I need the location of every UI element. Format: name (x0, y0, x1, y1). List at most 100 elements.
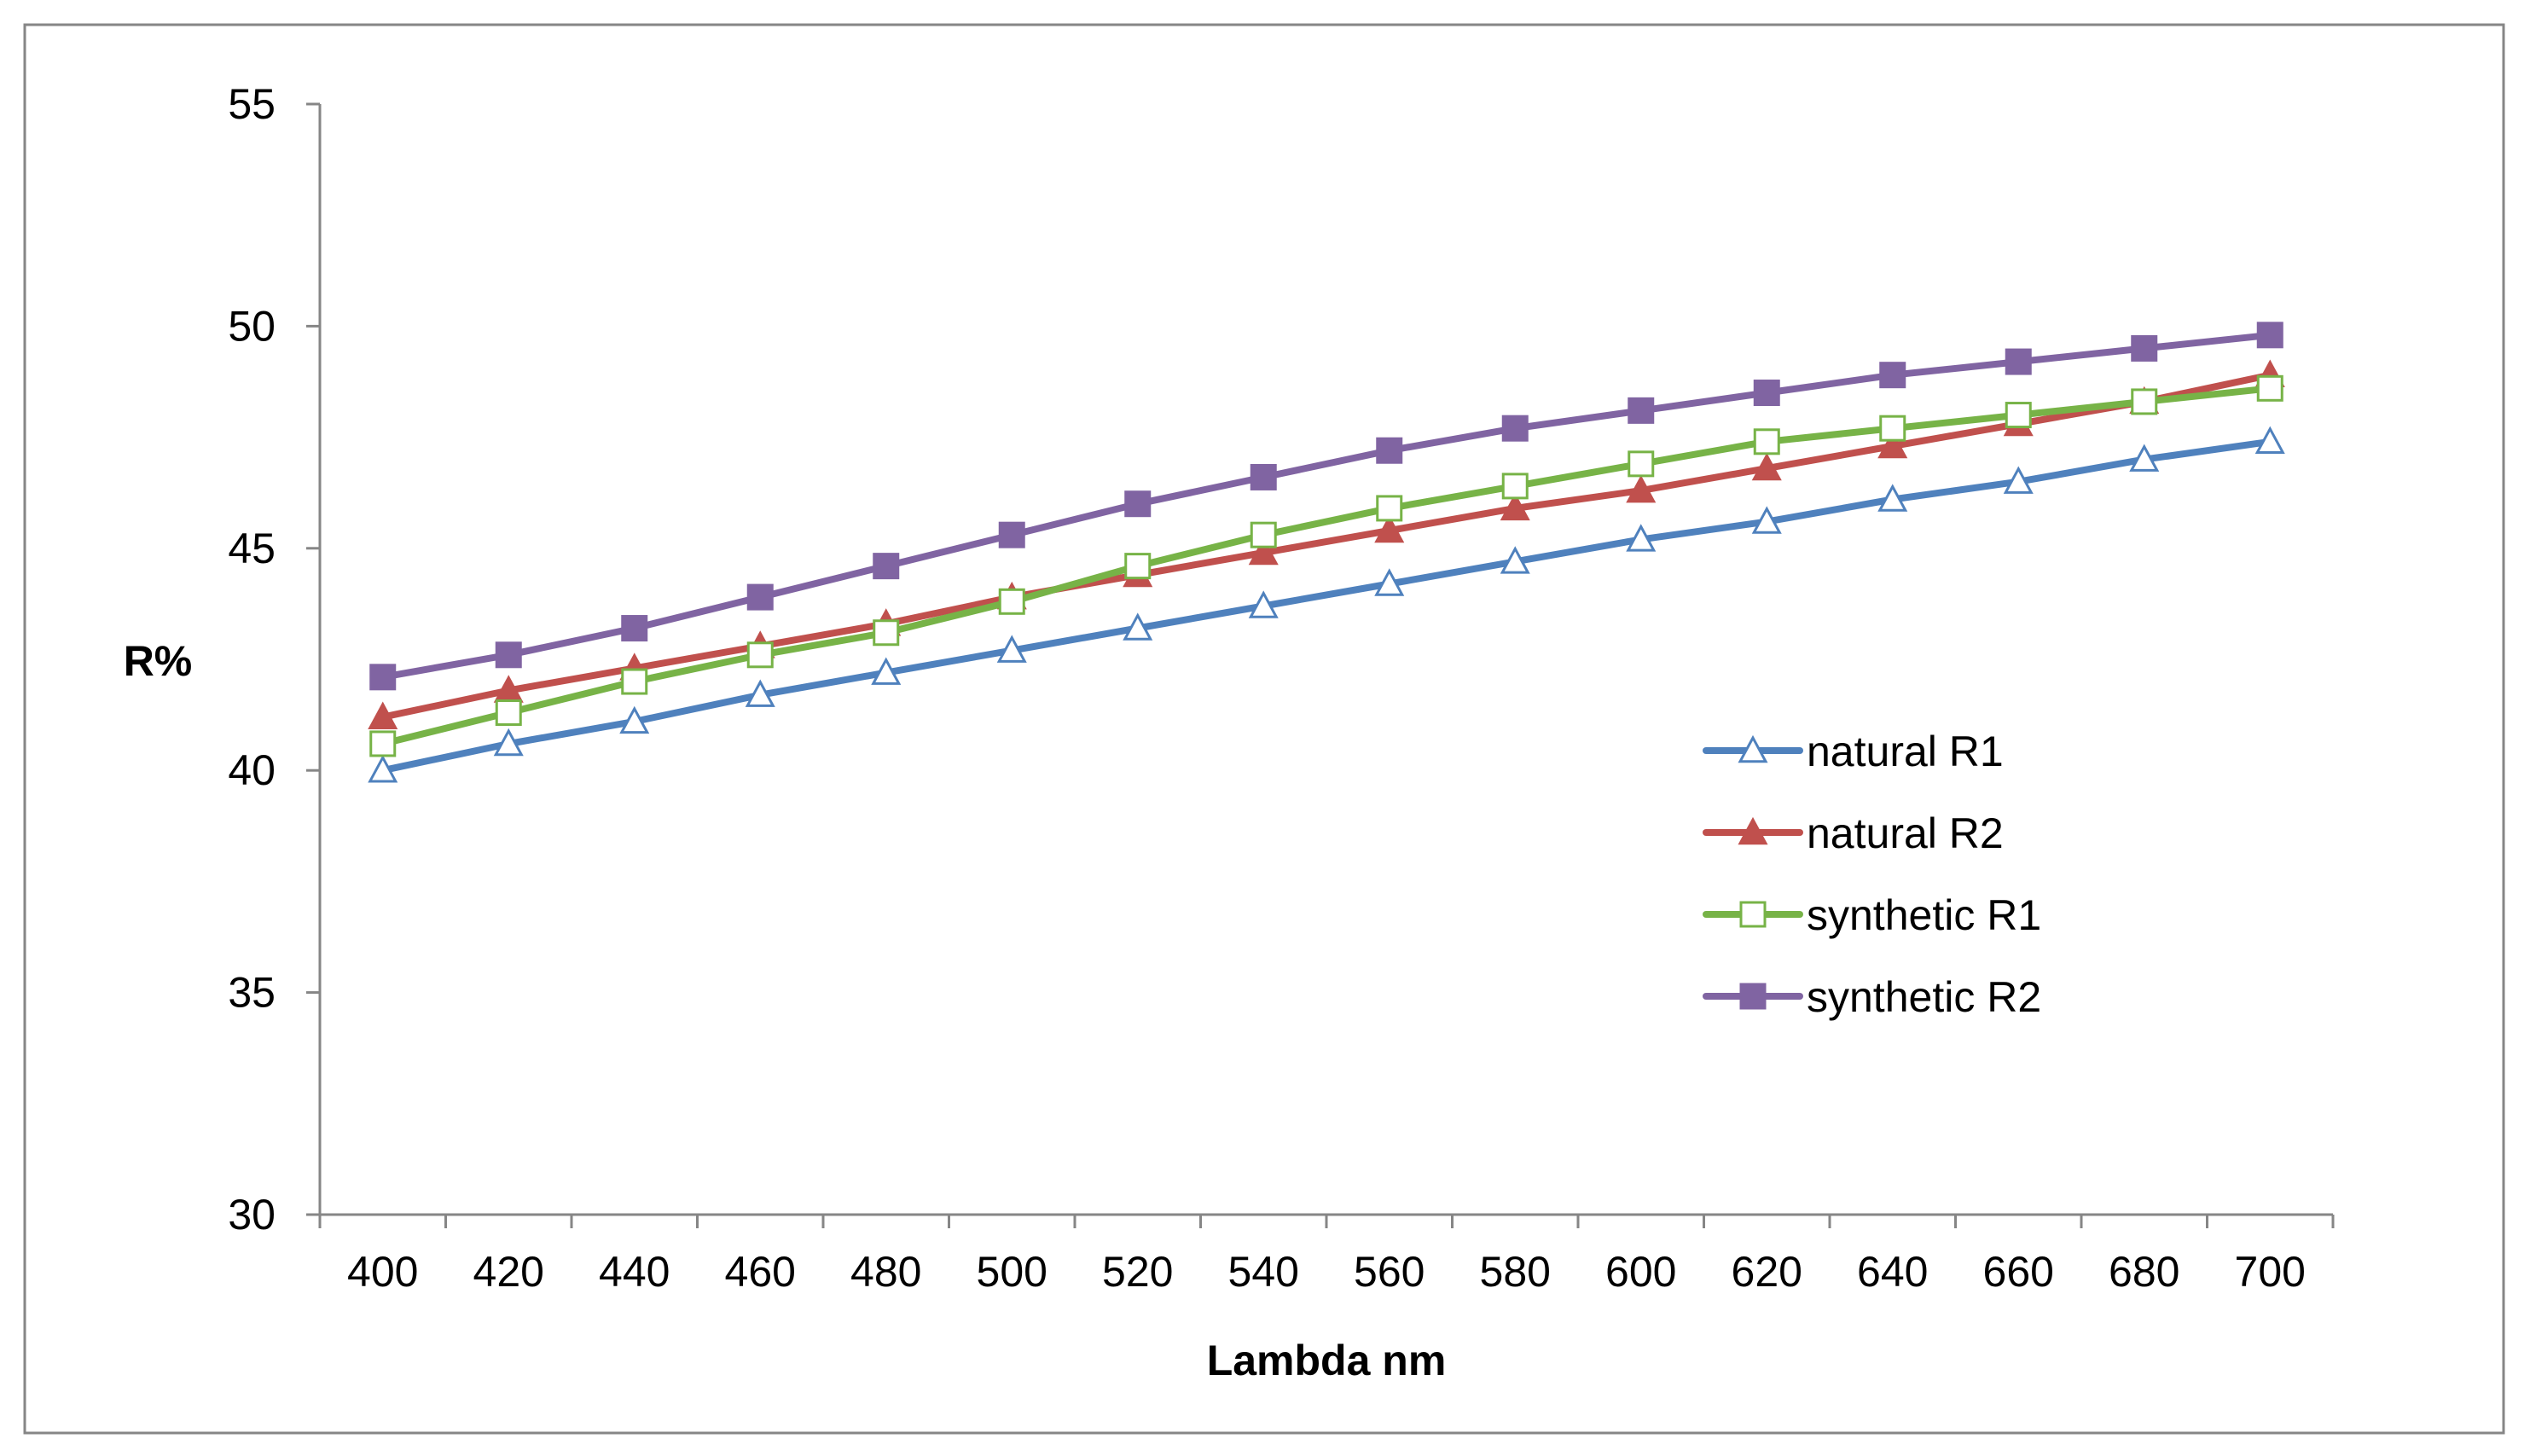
data-point-synthetic-r1 (369, 730, 397, 757)
data-point-natural-r1 (368, 755, 398, 783)
data-point-synthetic-r1 (873, 619, 900, 647)
x-tick-label: 660 (1983, 1248, 2054, 1296)
data-point-synthetic-r1 (1124, 553, 1152, 580)
data-point-synthetic-r2 (1501, 415, 1529, 442)
series-line-synthetic-r2 (379, 331, 2274, 681)
axes: 30 35 40 45 50 55 400 420 440 460 480 500 520 540 560 5… (228, 80, 2335, 1296)
data-point-synthetic-r1 (1250, 521, 1277, 548)
x-tick-label: 540 (1228, 1248, 1299, 1296)
x-tick-label: 560 (1354, 1248, 1425, 1296)
legend-item-natural-r2: natural R2 (1703, 809, 2004, 857)
data-point-synthetic-r1 (2131, 388, 2158, 415)
x-tick-label: 640 (1857, 1248, 1928, 1296)
data-point-natural-r2 (1374, 514, 1405, 543)
legend-label: natural R1 (1807, 728, 2004, 775)
data-point-synthetic-r2 (2005, 348, 2032, 375)
data-point-natural-r2 (368, 701, 398, 729)
data-point-synthetic-r1 (2256, 374, 2283, 402)
data-point-natural-r2 (1877, 430, 1908, 459)
data-point-natural-r1 (2003, 466, 2034, 494)
data-point-natural-r2 (1500, 492, 1530, 521)
legend-swatch-marker (1738, 734, 1768, 763)
data-point-synthetic-r2 (1879, 362, 1906, 389)
x-tick-label: 620 (1732, 1248, 1802, 1296)
data-point-synthetic-r1 (998, 588, 1025, 615)
data-point-synthetic-r2 (1124, 490, 1152, 518)
data-point-natural-r1 (493, 728, 524, 757)
data-point-synthetic-r1 (1501, 473, 1529, 500)
data-point-synthetic-r2 (1753, 380, 1780, 407)
x-tick-label: 700 (2235, 1248, 2306, 1296)
data-point-natural-r2 (1751, 452, 1782, 481)
data-point-natural-r1 (871, 657, 902, 685)
data-point-synthetic-r2 (2256, 322, 2283, 349)
x-tick-label: 600 (1605, 1248, 1676, 1296)
data-point-synthetic-r2 (1376, 437, 1403, 464)
data-point-synthetic-r2 (1628, 397, 1655, 424)
x-axis-title: Lambda nm (1207, 1337, 1447, 1384)
data-point-natural-r1 (1500, 546, 1530, 574)
data-point-synthetic-r2 (495, 641, 522, 669)
y-tick-label: 40 (228, 746, 276, 794)
data-point-synthetic-r1 (621, 668, 648, 695)
data-point-synthetic-r2 (2131, 334, 2158, 362)
data-point-synthetic-r1 (495, 699, 522, 726)
y-tick-label: 30 (228, 1191, 276, 1238)
data-point-synthetic-r1 (1376, 495, 1403, 522)
data-point-synthetic-r2 (369, 664, 397, 691)
data-point-natural-r1 (1877, 484, 1908, 512)
data-point-natural-r2 (1248, 537, 1279, 566)
data-point-synthetic-r2 (621, 615, 648, 642)
x-tick-label: 440 (599, 1248, 670, 1296)
legend-label: synthetic R1 (1807, 891, 2041, 939)
series-synthetic-r1 (369, 374, 2283, 757)
data-point-synthetic-r1 (2005, 402, 2032, 429)
legend: natural R1 natural R2 synthetic R1 syntheti… (1703, 728, 2041, 1021)
data-point-synthetic-r2 (1250, 463, 1277, 490)
data-point-synthetic-r1 (1753, 428, 1780, 455)
y-axis-title: R% (124, 637, 193, 685)
legend-swatch-marker (1739, 983, 1767, 1010)
data-point-natural-r1 (1626, 524, 1657, 552)
series-line-natural-r1 (379, 438, 2274, 774)
data-point-synthetic-r2 (998, 521, 1025, 548)
legend-item-synthetic-r2: synthetic R2 (1703, 973, 2041, 1021)
data-point-natural-r1 (2254, 426, 2285, 455)
x-tick-label: 500 (977, 1248, 1047, 1296)
series-line-synthetic-r1 (379, 385, 2274, 747)
data-point-natural-r1 (1751, 506, 1782, 534)
series-line-natural-r2 (379, 371, 2274, 721)
data-point-synthetic-r2 (746, 583, 774, 611)
x-tick-label: 460 (725, 1248, 796, 1296)
data-point-synthetic-r2 (873, 553, 900, 580)
legend-swatch-marker (1739, 901, 1767, 928)
data-point-natural-r1 (1374, 568, 1405, 596)
data-point-synthetic-r1 (1628, 450, 1655, 478)
data-point-natural-r1 (745, 679, 775, 707)
series-layer (368, 322, 2285, 783)
y-tick-label: 35 (228, 969, 276, 1017)
data-point-natural-r1 (1123, 612, 1153, 641)
y-tick-label: 45 (228, 525, 276, 572)
data-point-natural-r1 (619, 705, 650, 734)
data-point-synthetic-r1 (1879, 415, 1906, 442)
x-tick-label: 400 (347, 1248, 418, 1296)
y-tick-label: 50 (228, 302, 276, 350)
x-tick-label: 480 (850, 1248, 921, 1296)
legend-item-synthetic-r1: synthetic R1 (1703, 891, 2041, 939)
data-point-natural-r1 (996, 635, 1027, 663)
x-tick-label: 420 (473, 1248, 544, 1296)
series-synthetic-r2 (369, 322, 2283, 691)
legend-item-natural-r1: natural R1 (1703, 728, 2004, 775)
legend-swatch-marker (1738, 816, 1768, 845)
x-tick-label: 680 (2109, 1248, 2179, 1296)
series-natural-r1 (368, 426, 2285, 783)
y-tick-label: 55 (228, 80, 276, 128)
legend-label: natural R2 (1807, 809, 2004, 857)
x-tick-label: 580 (1480, 1248, 1551, 1296)
legend-label: synthetic R2 (1807, 973, 2041, 1021)
data-point-synthetic-r1 (746, 641, 774, 669)
data-point-natural-r2 (1626, 474, 1657, 503)
data-point-natural-r1 (1248, 590, 1279, 618)
